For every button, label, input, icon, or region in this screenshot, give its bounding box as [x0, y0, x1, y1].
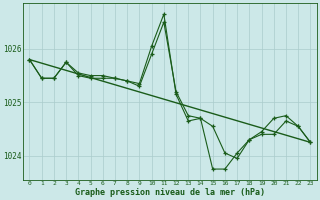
X-axis label: Graphe pression niveau de la mer (hPa): Graphe pression niveau de la mer (hPa): [75, 188, 265, 197]
